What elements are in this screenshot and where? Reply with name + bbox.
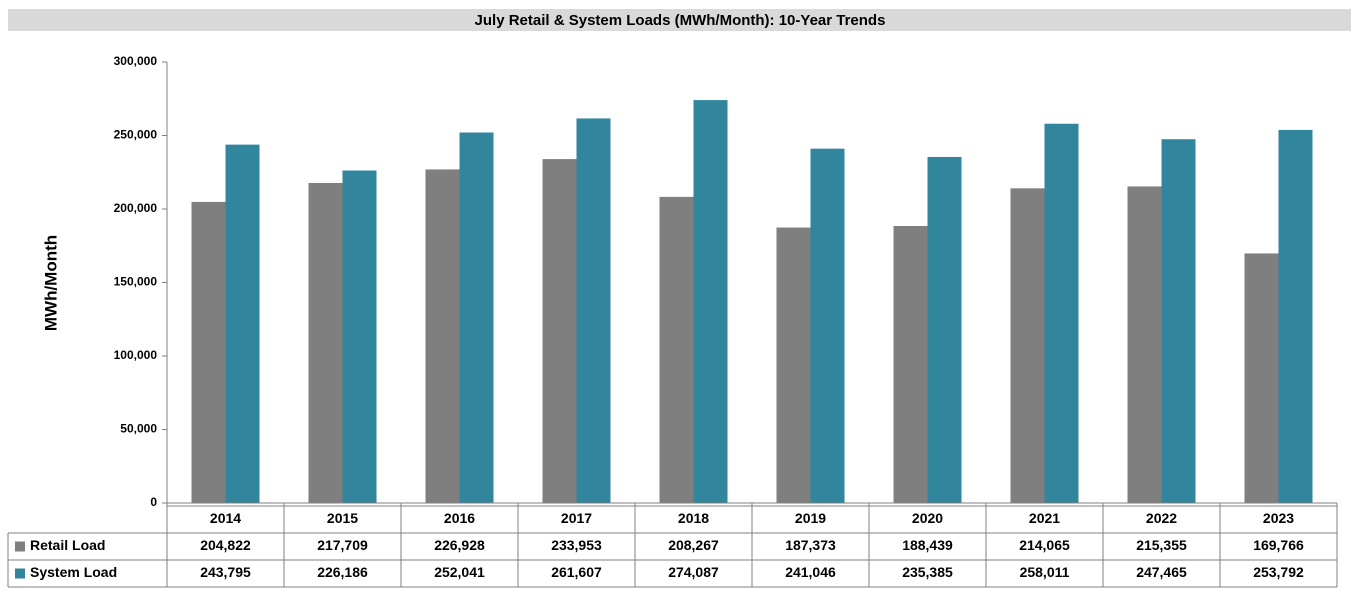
bar xyxy=(542,159,577,503)
x-tick-label: 2020 xyxy=(912,510,943,526)
legend-key xyxy=(15,568,25,579)
y-tick-label: 100,000 xyxy=(114,348,158,362)
legend-label: System Load xyxy=(30,564,117,580)
table-value: 253,792 xyxy=(1253,564,1304,580)
y-tick-label: 250,000 xyxy=(114,128,158,142)
table-value: 215,355 xyxy=(1136,537,1187,553)
table-value: 208,267 xyxy=(668,537,719,553)
table-value: 243,795 xyxy=(200,564,251,580)
table-value: 214,065 xyxy=(1019,537,1070,553)
bar xyxy=(659,196,694,503)
title-bar xyxy=(8,9,1351,31)
bar xyxy=(776,227,811,503)
bar xyxy=(308,182,343,503)
table-value: 204,822 xyxy=(200,537,251,553)
y-tick-label: 200,000 xyxy=(114,201,158,215)
bar xyxy=(810,148,845,503)
bar xyxy=(225,144,260,504)
legend-label: Retail Load xyxy=(30,537,105,553)
table-value: 188,439 xyxy=(902,537,953,553)
x-tick-label: 2014 xyxy=(210,510,241,526)
table-value: 187,373 xyxy=(785,537,836,553)
table-value: 261,607 xyxy=(551,564,602,580)
x-tick-label: 2016 xyxy=(444,510,475,526)
x-tick-label: 2019 xyxy=(795,510,826,526)
y-tick-label: 150,000 xyxy=(114,275,158,289)
x-tick-label: 2017 xyxy=(561,510,592,526)
table-value: 252,041 xyxy=(434,564,485,580)
x-tick-label: 2018 xyxy=(678,510,709,526)
chart-title: July Retail & System Loads (MWh/Month): … xyxy=(475,12,886,29)
table-value: 241,046 xyxy=(785,564,836,580)
y-tick-label: 0 xyxy=(150,495,157,509)
bar xyxy=(576,118,611,503)
table-value: 226,186 xyxy=(317,564,368,580)
y-tick-label: 300,000 xyxy=(114,54,158,68)
bar xyxy=(893,225,928,503)
table-value: 226,928 xyxy=(434,537,485,553)
bar xyxy=(1161,139,1196,504)
y-tick-label: 50,000 xyxy=(120,422,157,436)
legend-key xyxy=(15,541,25,552)
bar xyxy=(1010,188,1045,503)
table-value: 233,953 xyxy=(551,537,602,553)
x-tick-label: 2023 xyxy=(1263,510,1294,526)
bar xyxy=(459,132,494,503)
bar xyxy=(191,201,226,503)
bar xyxy=(1127,186,1162,503)
table-value: 169,766 xyxy=(1253,537,1304,553)
x-tick-label: 2021 xyxy=(1029,510,1060,526)
bar xyxy=(927,156,962,503)
bar xyxy=(1244,253,1279,503)
bar xyxy=(1278,129,1313,503)
table-value: 235,385 xyxy=(902,564,953,580)
table-value: 274,087 xyxy=(668,564,719,580)
bar xyxy=(693,100,728,504)
y-axis-label: MWh/Month xyxy=(41,235,60,331)
table-value: 258,011 xyxy=(1020,564,1070,580)
bar xyxy=(425,169,460,503)
x-tick-label: 2015 xyxy=(327,510,358,526)
bar xyxy=(342,170,377,503)
table-value: 217,709 xyxy=(317,537,368,553)
bar xyxy=(1044,123,1079,504)
table-value: 247,465 xyxy=(1136,564,1187,580)
x-tick-label: 2022 xyxy=(1146,510,1177,526)
